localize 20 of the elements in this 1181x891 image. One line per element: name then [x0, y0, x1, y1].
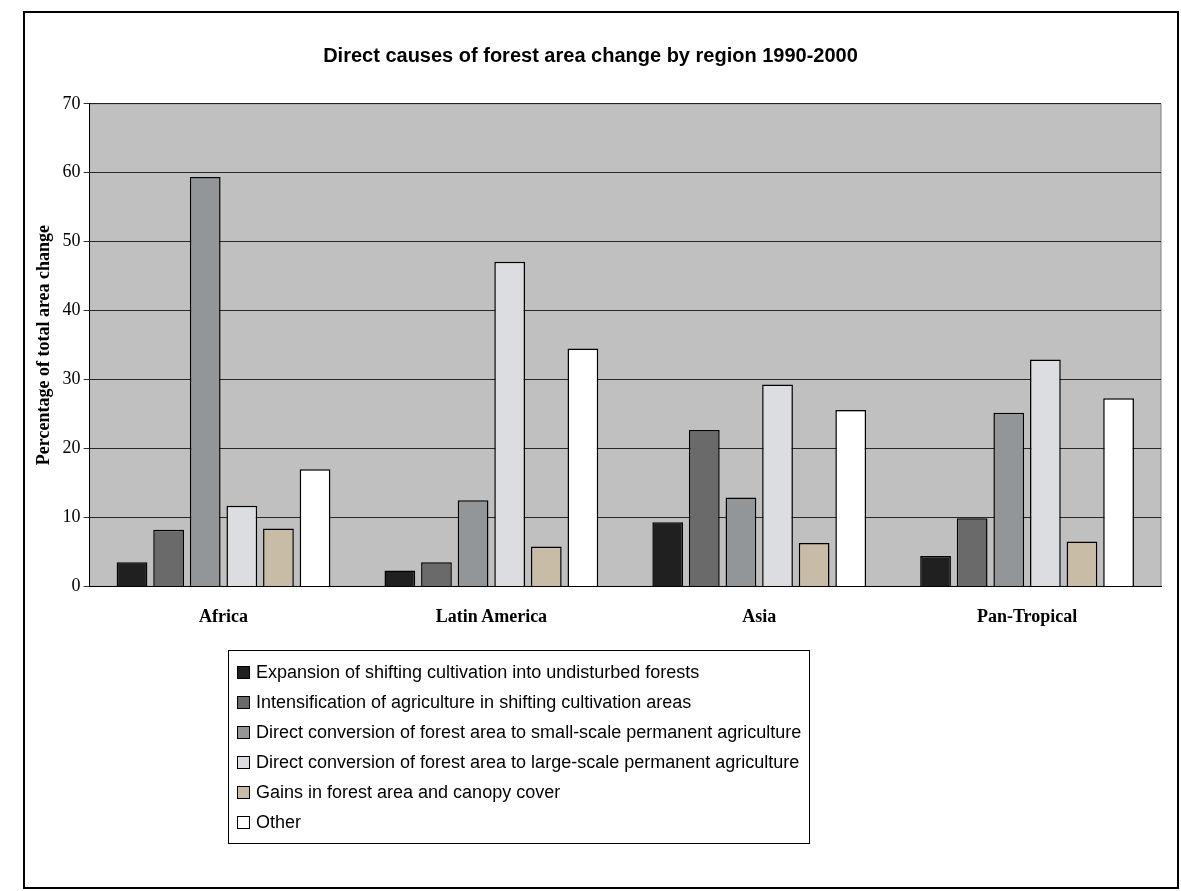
y-tick-label: 20	[62, 437, 81, 458]
x-tick-label: Africa	[199, 605, 249, 626]
y-tick-label: 10	[62, 506, 81, 527]
y-tick-label: 0	[71, 575, 81, 596]
y-tick-label: 60	[62, 161, 81, 182]
legend-label: Direct conversion of forest area to large-scale permanent agriculture	[256, 751, 800, 773]
legend-label: Intensification of agriculture in shifting cultivation areas	[256, 691, 692, 713]
chart-title: Direct causes of forest area change by region 1990-2000	[322, 44, 859, 67]
legend-label: Direct conversion of forest area to small-scale permanent agriculture	[256, 721, 802, 743]
legend-label: Gains in forest area and canopy cover	[256, 781, 561, 803]
legend-label: Other	[256, 811, 302, 833]
y-tick-label: 70	[62, 92, 81, 113]
x-tick-label: Latin America	[435, 605, 548, 626]
x-tick-label: Asia	[742, 605, 777, 626]
y-axis-title: Percentage of total area change	[33, 224, 54, 466]
legend-label: Expansion of shifting cultivation into undisturbed forests	[256, 661, 700, 683]
y-tick-label: 40	[62, 299, 81, 320]
x-tick-label: Pan-Tropical	[976, 605, 1078, 626]
y-tick-label: 30	[62, 368, 81, 389]
y-tick-label: 50	[62, 230, 81, 251]
